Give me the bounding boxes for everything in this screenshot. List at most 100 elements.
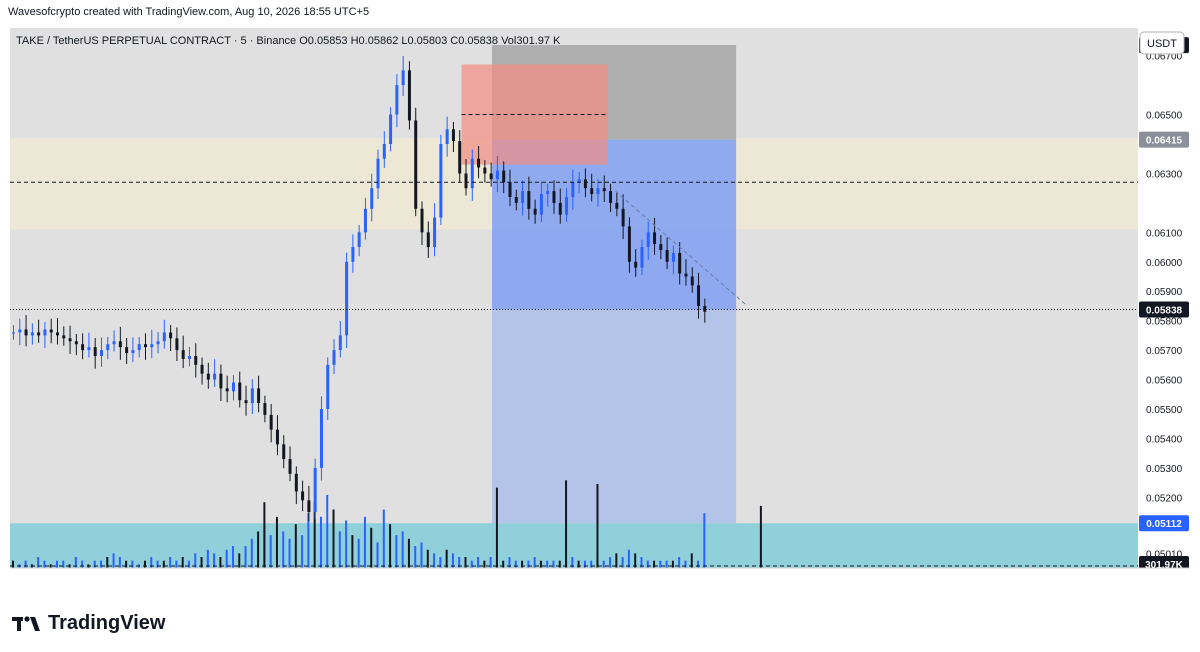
price-tick: 0.05400 <box>1146 434 1183 445</box>
candle-body <box>646 232 650 248</box>
volume-bar <box>357 538 360 568</box>
candle-body <box>257 388 261 404</box>
candle-body <box>162 332 166 342</box>
volume-bar <box>238 553 241 568</box>
volume-bar <box>81 560 84 568</box>
currency-label: USDT <box>1147 38 1177 50</box>
candle-body <box>282 444 286 460</box>
volume-bar <box>187 560 190 568</box>
price-tick: 0.06000 <box>1146 258 1183 269</box>
candle-body <box>156 341 160 345</box>
volume-bar <box>653 560 656 568</box>
volume-bar <box>527 560 530 568</box>
candle-body <box>558 202 562 215</box>
candle-body <box>37 332 41 336</box>
candle-body <box>263 403 267 415</box>
volume-bar <box>143 560 146 568</box>
candle-body <box>395 85 399 115</box>
volume-bar <box>363 516 366 568</box>
volume-bar <box>690 553 693 568</box>
price-tick: 0.06100 <box>1146 228 1183 239</box>
candle-body <box>640 247 644 268</box>
volume-bar <box>583 560 586 568</box>
volume-bar <box>257 531 260 568</box>
candle-body <box>477 158 481 168</box>
candle-body <box>62 335 66 339</box>
volume-bar <box>307 513 310 568</box>
candle-body <box>458 141 462 174</box>
candle-body <box>370 188 374 209</box>
candle-body <box>414 120 418 209</box>
volume-bar <box>470 560 473 568</box>
volume-bar <box>370 527 373 568</box>
candle-body <box>194 356 198 365</box>
volume-bar <box>275 516 278 568</box>
candle-body <box>376 158 380 189</box>
chart-frame[interactable]: 0.06700 0.06500 0.06300 0.06100 0.06000 0.059… <box>10 28 1190 573</box>
candle-body <box>143 344 147 348</box>
trendline <box>615 190 748 307</box>
candle-body <box>301 491 305 501</box>
volume-bar <box>244 546 247 568</box>
volume-bar <box>451 553 454 568</box>
volume-bar <box>319 516 322 568</box>
candle-body <box>345 261 349 336</box>
symbol-legend: TAKE / TetherUS PERPETUAL CONTRACT · 5 ·… <box>16 35 561 47</box>
volume-bar <box>609 557 612 568</box>
volume-bar <box>439 557 442 568</box>
candle-body <box>24 329 28 336</box>
tradingview-logo[interactable]: TradingView <box>12 612 165 635</box>
candle-body <box>363 208 367 233</box>
volume-bar <box>55 560 58 568</box>
volume-bar <box>49 564 52 568</box>
candle-body <box>571 182 575 197</box>
volume-bar <box>162 560 165 568</box>
price-label-text: 0.05112 <box>1146 519 1182 530</box>
volume-bar <box>382 509 385 568</box>
volume-bar <box>539 560 542 568</box>
candle-body <box>539 194 543 215</box>
candle-body <box>382 144 386 159</box>
candle-body <box>546 191 550 195</box>
candle-body <box>351 247 355 262</box>
price-chart[interactable]: 0.06700 0.06500 0.06300 0.06100 0.06000 0.059… <box>10 28 1190 573</box>
candle-body <box>703 305 707 312</box>
volume-spike <box>495 487 498 568</box>
zone-demand <box>10 523 1138 568</box>
volume-bar <box>414 546 417 568</box>
candle-body <box>313 467 317 513</box>
candle-body <box>244 400 248 404</box>
volume-bar <box>684 560 687 568</box>
candle-body <box>609 191 613 203</box>
volume-bar <box>200 557 203 568</box>
candle-body <box>231 382 235 392</box>
volume-bar <box>426 549 429 568</box>
candle-body <box>577 179 581 183</box>
candle-body <box>495 170 499 180</box>
volume-bar <box>401 531 404 568</box>
price-tick: 0.05800 <box>1146 317 1183 328</box>
volume-bar <box>433 553 436 568</box>
candle-body <box>93 347 97 356</box>
candle-body <box>30 332 34 336</box>
candle-body <box>552 191 556 203</box>
candle-body <box>527 191 531 209</box>
volume-bar <box>194 553 197 568</box>
volume-bar <box>181 557 184 568</box>
candle-body <box>590 188 594 195</box>
volume-bar <box>577 560 580 568</box>
price-label-badge <box>1139 515 1189 532</box>
candle-body <box>451 129 455 142</box>
volume-bar <box>24 560 27 568</box>
volume-bar <box>514 560 517 568</box>
price-tick: 0.05300 <box>1146 464 1183 475</box>
candle-body <box>483 167 487 174</box>
volume-bar <box>213 553 216 568</box>
volume-bar <box>99 560 102 568</box>
currency-button[interactable]: USDT <box>1139 31 1185 55</box>
volume-bar <box>269 535 272 568</box>
volume-bar <box>489 557 492 568</box>
candle-body <box>275 429 279 445</box>
volume-label-text: 301.97K <box>1145 560 1184 571</box>
candle-body <box>225 388 229 392</box>
